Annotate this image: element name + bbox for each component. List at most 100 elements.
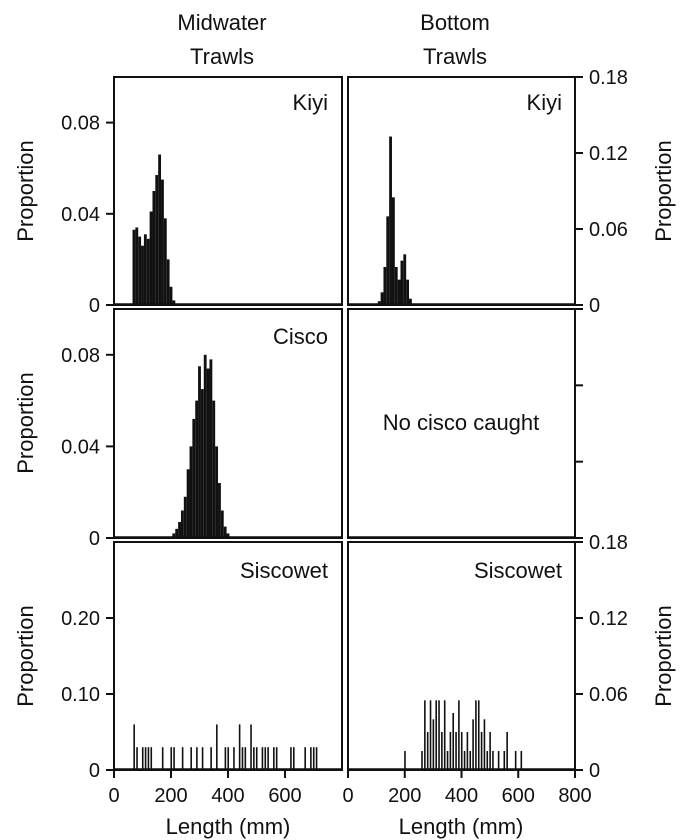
xtick-label-mid_siscowet-3: 600 bbox=[268, 785, 301, 807]
bar-mid_siscowet-29 bbox=[290, 747, 292, 770]
bar-mid_siscowet-10 bbox=[190, 747, 192, 770]
bar-mid_cisco-2 bbox=[178, 521, 181, 538]
bar-bot_siscowet-12 bbox=[452, 713, 455, 770]
bar-mid_siscowet-26 bbox=[267, 747, 269, 770]
bar-mid_kiyi-10 bbox=[161, 179, 164, 305]
bar-mid_kiyi-0 bbox=[132, 229, 136, 305]
bar-mid_cisco-0 bbox=[172, 533, 176, 538]
bar-mid_kiyi-13 bbox=[169, 286, 173, 305]
bar-bot_siscowet-13 bbox=[455, 732, 457, 770]
ytick-label-mid_cisco-2: 0.08 bbox=[61, 345, 100, 367]
chart-marks: 0 0.04 0.08 0 0.06 0.12 0.18 0 0.04 0.08 0 0.10 0.20… bbox=[61, 67, 628, 807]
frame-bottom-cisco bbox=[347, 308, 576, 539]
ytick-label-bot_siscowet-1: 0.06 bbox=[589, 684, 628, 706]
bar-bot_kiyi-6 bbox=[394, 267, 398, 305]
bar-bot_siscowet-11 bbox=[449, 732, 452, 770]
bar-mid_siscowet-16 bbox=[227, 747, 230, 770]
ytick-label-mid_kiyi-0: 0 bbox=[89, 295, 100, 317]
bar-mid_siscowet-9 bbox=[181, 747, 184, 770]
bar-mid_kiyi-12 bbox=[166, 259, 170, 305]
ylabel-bottom-kiyi: Proportion bbox=[651, 140, 676, 242]
xtick-label-bot_siscowet-1: 200 bbox=[388, 785, 421, 807]
bar-mid_siscowet-28 bbox=[275, 747, 278, 770]
bar-mid_siscowet-33 bbox=[312, 747, 315, 770]
panel-label-bottom-kiyi: Kiyi bbox=[527, 90, 562, 115]
bar-mid_kiyi-6 bbox=[149, 211, 153, 305]
xlabel-bottom: Length (mm) bbox=[399, 814, 524, 839]
bar-mid_kiyi-3 bbox=[141, 245, 144, 305]
bar-mid_cisco-3 bbox=[180, 510, 184, 538]
xtick-label-bot_siscowet-2: 400 bbox=[445, 785, 478, 807]
bar-mid_kiyi-5 bbox=[146, 238, 150, 305]
bar-bot_siscowet-7 bbox=[438, 700, 440, 770]
bar-mid_siscowet-18 bbox=[238, 724, 241, 770]
bar-bot_kiyi-11 bbox=[409, 298, 412, 305]
bar-mid_cisco-18 bbox=[223, 526, 227, 538]
bar-bot_siscowet-18 bbox=[469, 751, 472, 770]
bar-mid_siscowet-15 bbox=[224, 747, 227, 770]
bar-mid_siscowet-24 bbox=[261, 747, 264, 770]
bar-bot_siscowet-26 bbox=[492, 751, 494, 770]
bar-mid_siscowet-3 bbox=[144, 747, 147, 770]
ytick-label-bot_kiyi-1: 0.06 bbox=[589, 219, 628, 241]
bar-mid_cisco-13 bbox=[209, 359, 213, 538]
bar-mid_kiyi-1 bbox=[135, 227, 139, 305]
bar-mid_kiyi-7 bbox=[152, 191, 156, 305]
bar-mid_cisco-7 bbox=[192, 418, 196, 538]
bar-mid_siscowet-0 bbox=[133, 724, 135, 770]
bar-mid_cisco-9 bbox=[198, 366, 201, 538]
bar-mid_siscowet-32 bbox=[310, 747, 312, 770]
bar-mid_siscowet-23 bbox=[255, 747, 258, 770]
bar-mid_siscowet-12 bbox=[201, 747, 204, 770]
bar-bot_siscowet-16 bbox=[463, 751, 466, 770]
ytick-label-bot_siscowet-2: 0.12 bbox=[589, 608, 628, 630]
bar-mid_siscowet-1 bbox=[136, 747, 138, 770]
bar-bot_kiyi-5 bbox=[391, 197, 395, 305]
bar-mid_siscowet-19 bbox=[241, 747, 244, 770]
no-cisco-note: No cisco caught bbox=[383, 410, 540, 435]
ytick-label-bot_kiyi-2: 0.12 bbox=[589, 143, 628, 165]
bar-bot_siscowet-5 bbox=[432, 719, 435, 770]
ytick-label-mid_kiyi-1: 0.04 bbox=[61, 204, 100, 226]
bar-mid_siscowet-17 bbox=[233, 747, 235, 770]
bar-bot_siscowet-10 bbox=[446, 751, 449, 770]
bar-mid_siscowet-34 bbox=[315, 747, 318, 770]
xlabel-midwater: Length (mm) bbox=[166, 814, 291, 839]
bar-bot_siscowet-20 bbox=[475, 700, 477, 770]
ylabel-midwater-cisco: Proportion bbox=[13, 372, 38, 474]
bar-bot_siscowet-19 bbox=[472, 719, 474, 770]
ytick-label-bot_kiyi-3: 0.18 bbox=[589, 67, 628, 89]
bar-mid_kiyi-8 bbox=[155, 175, 159, 305]
bar-mid_siscowet-2 bbox=[141, 747, 144, 770]
bar-mid_kiyi-9 bbox=[158, 154, 162, 305]
bar-mid_siscowet-8 bbox=[173, 747, 175, 770]
ytick-label-mid_siscowet-1: 0.10 bbox=[61, 684, 100, 706]
bar-mid_cisco-14 bbox=[212, 400, 216, 538]
bar-mid_siscowet-4 bbox=[147, 747, 150, 770]
bar-bot_siscowet-6 bbox=[435, 700, 437, 770]
bar-bot_siscowet-23 bbox=[483, 719, 486, 770]
bar-bot_siscowet-17 bbox=[466, 732, 469, 770]
panel-label-bottom-siscowet: Siscowet bbox=[474, 558, 562, 583]
bar-bot_kiyi-1 bbox=[380, 292, 384, 305]
ytick-label-mid_siscowet-0: 0 bbox=[89, 760, 100, 782]
bar-bot_siscowet-8 bbox=[441, 732, 443, 770]
bar-mid_siscowet-14 bbox=[216, 724, 218, 770]
bar-bot_kiyi-7 bbox=[397, 279, 401, 305]
bar-mid_cisco-1 bbox=[175, 528, 179, 538]
panel-label-midwater-cisco: Cisco bbox=[273, 324, 328, 349]
bar-mid_siscowet-22 bbox=[253, 747, 255, 770]
ytick-label-bot_kiyi-0: 0 bbox=[589, 295, 600, 317]
bar-bot_siscowet-4 bbox=[429, 700, 432, 770]
bar-mid_kiyi-14 bbox=[172, 300, 176, 305]
ylabel-midwater-siscowet: Proportion bbox=[13, 605, 38, 707]
bar-bot_kiyi-0 bbox=[377, 301, 381, 305]
bar-mid_cisco-4 bbox=[183, 496, 187, 538]
panel-label-midwater-siscowet: Siscowet bbox=[240, 558, 328, 583]
bar-mid_kiyi-4 bbox=[143, 234, 147, 305]
bar-mid_siscowet-31 bbox=[304, 747, 306, 770]
ytick-label-bot_siscowet-0: 0 bbox=[589, 760, 600, 782]
ylabel-midwater-kiyi: Proportion bbox=[13, 140, 38, 242]
bar-mid_cisco-12 bbox=[206, 368, 210, 538]
bar-mid_siscowet-7 bbox=[170, 747, 173, 770]
